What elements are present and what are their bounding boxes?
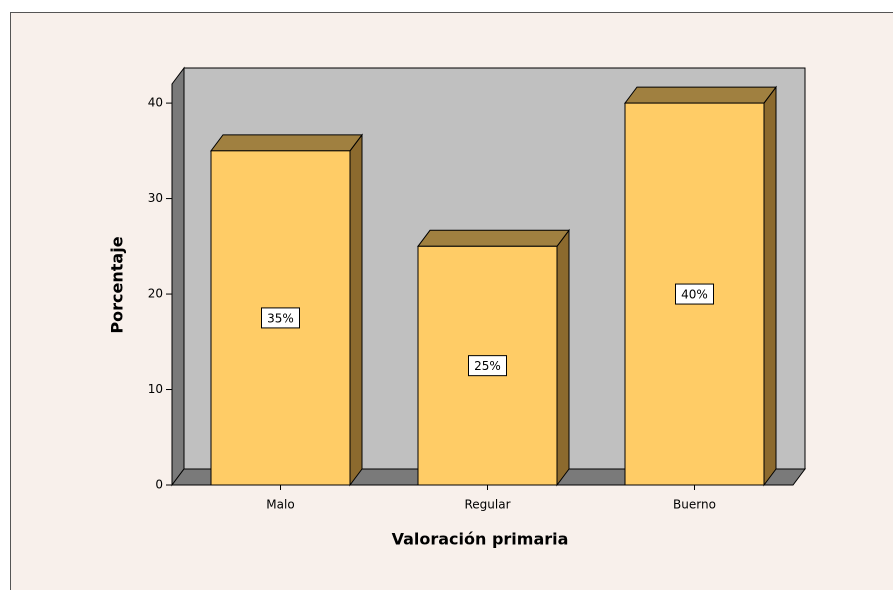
y-axis-title: Porcentaje (108, 236, 127, 333)
y-tick-label: 0 (155, 478, 163, 492)
y-tick-label: 20 (148, 287, 163, 301)
bar-side (349, 133, 363, 487)
y-tick-label: 10 (148, 382, 163, 396)
left-wall (171, 66, 185, 487)
value-label: 25% (474, 359, 501, 373)
bar-top (210, 134, 363, 152)
value-label: 35% (267, 311, 294, 325)
x-tick-label: Malo (266, 498, 294, 512)
y-tick-label: 30 (148, 191, 163, 205)
x-axis-title: Valoración primaria (392, 530, 569, 549)
bar-top (624, 86, 777, 104)
bar-side (763, 85, 777, 487)
bar-top (417, 229, 570, 247)
value-label-box (468, 355, 507, 377)
y-tick-label: 40 (148, 96, 163, 110)
value-label-box (675, 283, 714, 305)
x-tick-label: Buerno (673, 498, 716, 512)
x-tick-label: Regular (464, 498, 510, 512)
bar-side (556, 228, 570, 487)
value-label-box (261, 307, 300, 329)
value-label: 40% (681, 288, 708, 302)
